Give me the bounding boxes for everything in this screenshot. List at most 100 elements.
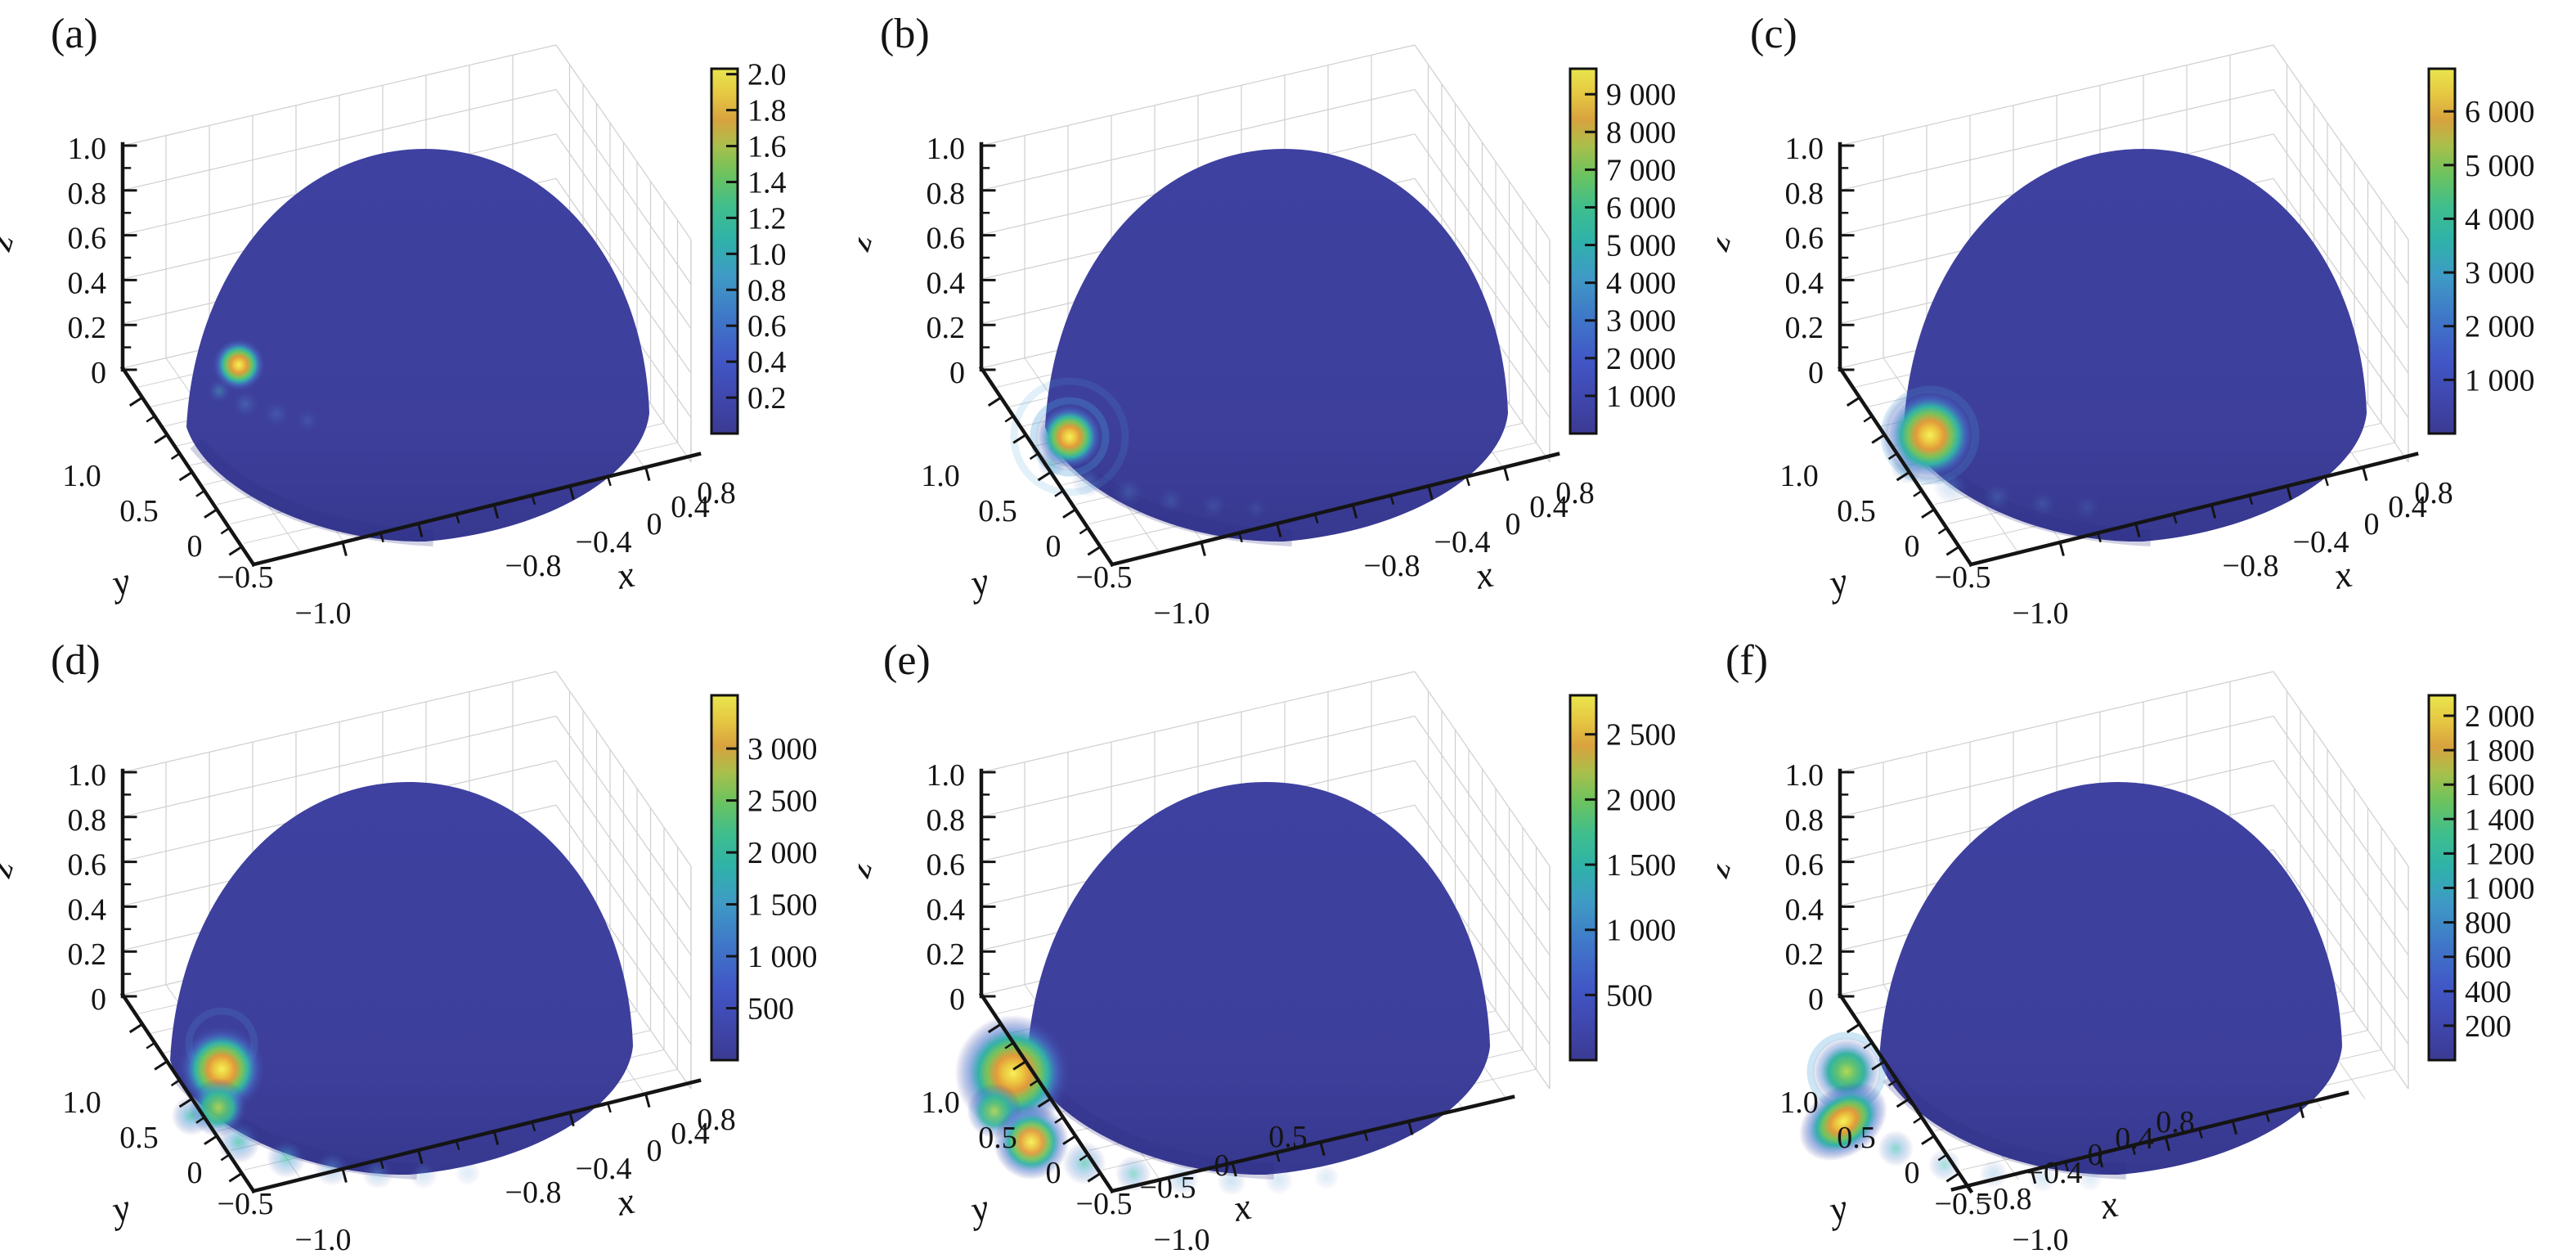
x-minor-tick xyxy=(606,1102,612,1113)
z-tick-label: 0.2 xyxy=(927,311,966,345)
colorbar-tick-label: 4 000 xyxy=(2465,202,2535,236)
ripple-dot xyxy=(266,1138,307,1179)
ripple-dot xyxy=(1981,481,2013,514)
x-minor-tick xyxy=(379,531,384,543)
axis-labels: 1.0 0.8 0.6 0.4 0.2 0 1.0 0.5 0 −0.5 −1.0 −0.8 −0.4 0… xyxy=(1717,11,2453,627)
hemisphere-surface-group xyxy=(170,782,633,1189)
y-tick xyxy=(1062,1134,1078,1145)
x-tick-label: 0 xyxy=(1214,1148,1230,1183)
x-tick xyxy=(492,503,500,519)
colorbar-tick-label: 2 000 xyxy=(747,836,818,870)
y-axis-name: y xyxy=(1822,1186,1852,1232)
x-minor-tick xyxy=(2248,494,2254,506)
y-minor-tick xyxy=(1029,452,1040,461)
y-tick-label: −0.5 xyxy=(1076,560,1133,595)
rim-shading xyxy=(190,438,434,546)
x-tick xyxy=(2097,1152,2104,1168)
x-minor-tick xyxy=(2323,475,2329,487)
x-minor-tick xyxy=(531,1121,536,1132)
hotspot xyxy=(189,1078,248,1137)
x-tick-label: −0.4 xyxy=(2293,525,2349,560)
z-tick-label: 0 xyxy=(949,982,965,1017)
ripple-dot xyxy=(2028,489,2058,519)
y-minor-tick xyxy=(220,1153,231,1162)
hemisphere-surface xyxy=(170,782,633,1175)
x-tick xyxy=(2298,1103,2304,1118)
z-tick-label: 0.2 xyxy=(927,937,966,972)
y-axis-name: y xyxy=(963,1186,994,1232)
z-axis-name: z xyxy=(0,855,21,883)
axis-labels: 1.0 0.8 0.6 0.4 0.2 0 1.0 0.5 0 −0.5 −1.0 −0.8 −0.4 0… xyxy=(0,11,736,627)
x-tick-label: 0.4 xyxy=(671,490,710,524)
ripple-dot xyxy=(409,1160,438,1189)
panel-c-figure: 1.0 0.8 0.6 0.4 0.2 0 1.0 0.5 0 −0.5 −1.0 −0.8 −0.4 0… xyxy=(1717,11,2535,627)
x-tick xyxy=(1407,1120,1414,1135)
x-tick-label: −0.4 xyxy=(576,1152,632,1186)
z-axis-name: z xyxy=(1717,855,1739,883)
x-tick-label: −0.8 xyxy=(505,1175,562,1210)
y-axis-name: y xyxy=(105,560,135,605)
z-tick-label: 0.6 xyxy=(68,848,107,883)
z-tick-label: 0.2 xyxy=(68,937,107,972)
z-tick-label: 0.4 xyxy=(68,266,107,300)
panel-tag: (a) xyxy=(51,11,98,57)
y-tick xyxy=(1087,1171,1102,1183)
y-minor-tick xyxy=(170,1078,182,1087)
hemisphere-surface xyxy=(1904,149,2367,542)
panel-tag: (f) xyxy=(1726,637,1768,684)
y-tick-label: −1.0 xyxy=(295,596,352,627)
colorbar-tick-label: 6 000 xyxy=(2465,95,2535,129)
z-tick-label: 0.4 xyxy=(927,892,966,927)
x-tick xyxy=(644,1092,651,1108)
y-tick xyxy=(228,545,244,556)
z-tick-label: 1.0 xyxy=(1785,758,1824,793)
x-minor-tick xyxy=(606,475,612,487)
z-tick-label: 0.8 xyxy=(1785,803,1824,838)
y-tick xyxy=(154,1059,169,1071)
y-axis-line xyxy=(1837,365,1974,568)
y-tick xyxy=(1871,433,1887,444)
x-tick xyxy=(644,465,651,482)
colorbar-tick-label: 2 000 xyxy=(2465,699,2535,734)
x-tick-label: 0.4 xyxy=(1529,490,1568,524)
z-tick-label: 0 xyxy=(949,356,965,390)
y-tick-label: 0 xyxy=(187,1156,203,1190)
colorbar-tick-label: 1.2 xyxy=(747,201,787,236)
z-tick-label: 0.6 xyxy=(68,222,107,256)
x-tick xyxy=(2058,541,2065,556)
colorbar-tick-label: 0.2 xyxy=(747,381,787,416)
panel-d-figure: 1.0 0.8 0.6 0.4 0.2 0 1.0 0.5 0 −0.5 −1.0 −0.8 −0.4 0… xyxy=(0,637,818,1253)
y-tick-label: 0 xyxy=(187,529,203,564)
x-tick xyxy=(492,1130,500,1145)
colorbar-border xyxy=(710,67,739,435)
x-tick-label: 0 xyxy=(2364,507,2380,542)
y-tick xyxy=(1062,507,1078,519)
y-tick xyxy=(178,470,194,482)
ripple-dot xyxy=(1166,1162,1199,1195)
y-axis-line xyxy=(119,365,257,568)
colorbar: 3 000 2 500 2 000 1 500 1 000 500 xyxy=(710,694,818,1062)
x-tick-label: −0.8 xyxy=(2223,549,2279,583)
panel-b-figure: 1.0 0.8 0.6 0.4 0.2 0 1.0 0.5 0 −0.5 −1.0 −0.8 −0.4 0… xyxy=(859,11,1676,627)
z-tick-label: 0 xyxy=(91,356,106,390)
x-minor-tick xyxy=(2172,513,2178,524)
colorbar-tick-label: 5 000 xyxy=(1606,229,1676,263)
ripple-dot xyxy=(1156,486,1186,515)
ripple-dot xyxy=(1112,476,1145,509)
y-tick xyxy=(128,395,145,407)
x-minor-tick xyxy=(455,513,460,524)
y-tick xyxy=(228,1171,244,1183)
hotspot xyxy=(211,337,267,393)
hemisphere-surface-group xyxy=(186,149,649,546)
colorbar-tick-label: 600 xyxy=(2465,941,2511,975)
y-tick-label: −0.5 xyxy=(1935,1187,1991,1221)
y-tick xyxy=(128,1022,145,1034)
y-tick xyxy=(1037,470,1052,482)
ripple-ring xyxy=(1010,377,1129,497)
x-tick xyxy=(568,484,575,500)
ripple-dot xyxy=(1878,1130,1914,1166)
colorbar-border xyxy=(1568,67,1598,435)
x-tick-label: 0 xyxy=(2088,1138,2103,1172)
x-minor-tick xyxy=(379,1157,384,1170)
